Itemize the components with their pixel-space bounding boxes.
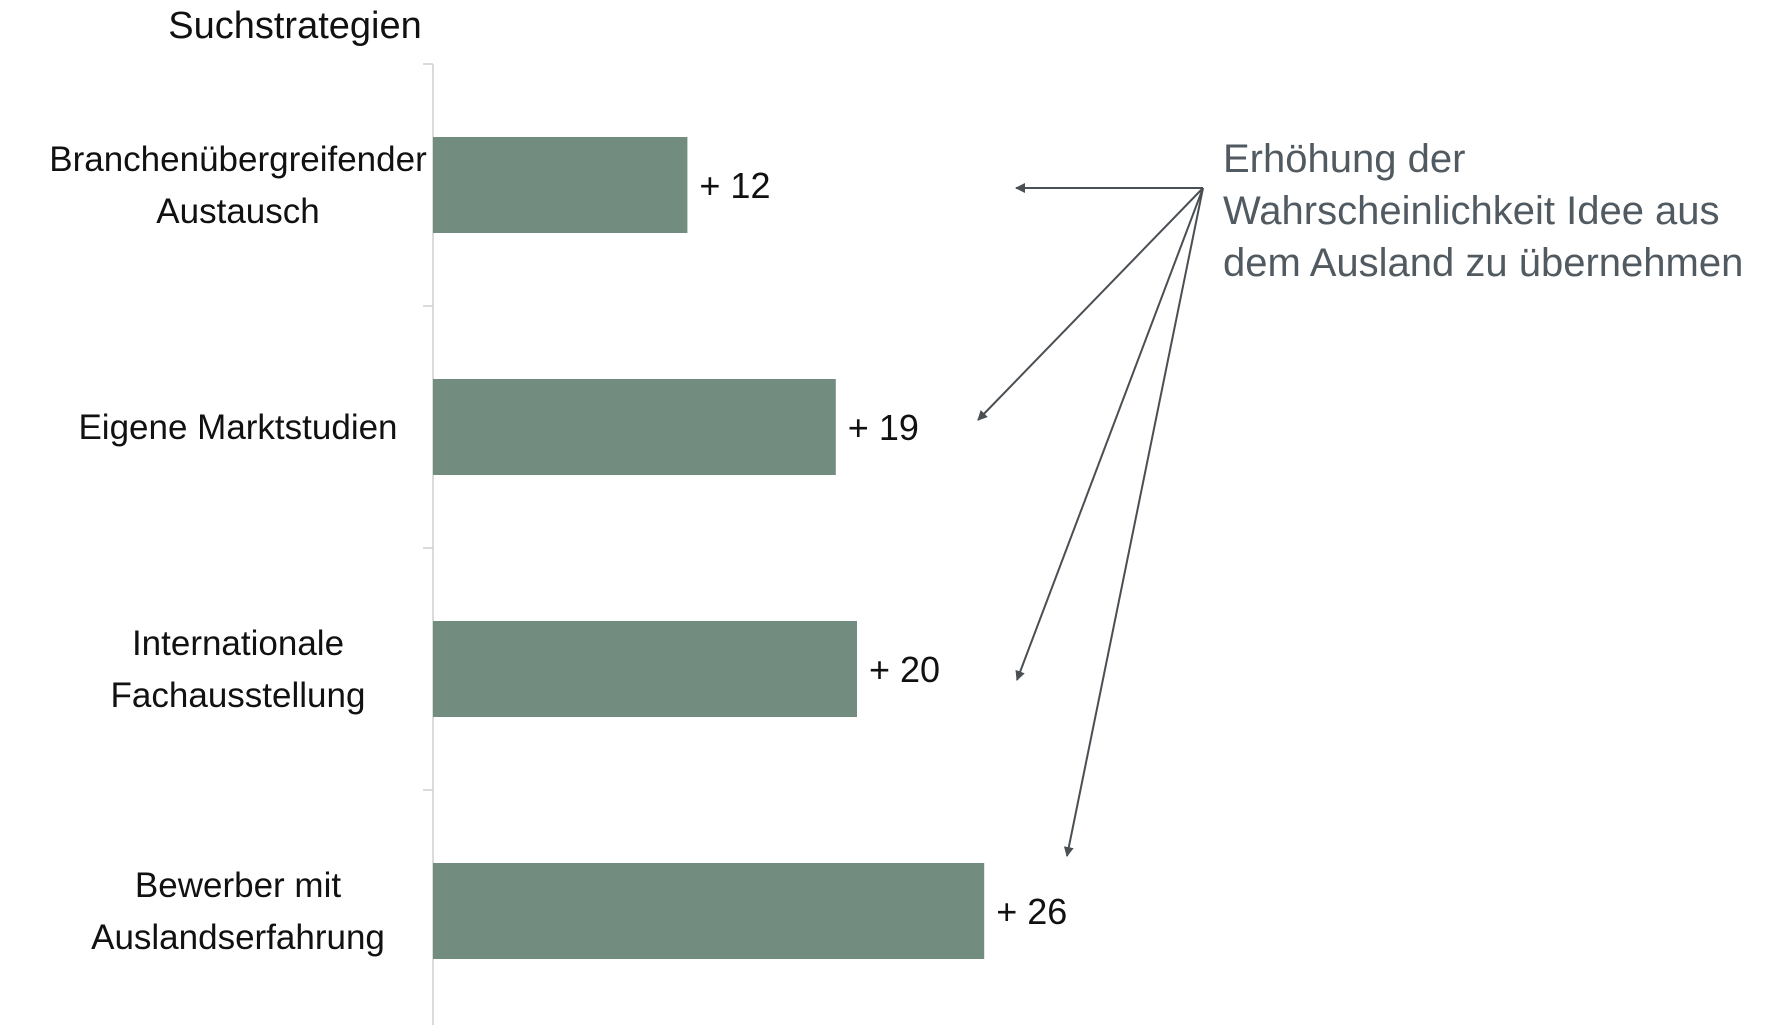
annotation-label: Erhöhung der Wahrscheinlichkeit Idee aus d…: [1223, 137, 1743, 285]
bar: [433, 379, 836, 475]
bar: [433, 137, 688, 233]
category-label: Bewerber mit Auslandserfahrung: [91, 866, 385, 957]
value-label: + 20: [869, 649, 940, 690]
annotation-arrow: [1015, 187, 1204, 681]
value-label: + 19: [848, 407, 919, 448]
value-label: + 26: [996, 891, 1067, 932]
value-labels: + 12 + 19 + 20 + 26: [699, 165, 1067, 932]
category-label: Eigene Marktstudien: [78, 408, 397, 447]
annotation-arrow: [1063, 187, 1204, 857]
bar: [433, 621, 857, 717]
value-label: + 12: [699, 165, 770, 206]
y-axis: [423, 63, 434, 1025]
category-label: Branchenübergreifender Austausch: [49, 140, 427, 231]
category-labels: Branchenübergreifender Austausch Eigene Ma…: [49, 140, 427, 957]
annotation-arrow: [977, 187, 1204, 421]
y-axis-title: Suchstrategien: [168, 5, 422, 47]
bar: [433, 863, 985, 959]
bars: [433, 137, 985, 959]
annotation-text: Erhöhung der Wahrscheinlichkeit Idee aus d…: [1223, 137, 1743, 285]
annotation-arrows: [977, 183, 1204, 857]
category-label: Internationale Fachausstellung: [111, 624, 366, 715]
